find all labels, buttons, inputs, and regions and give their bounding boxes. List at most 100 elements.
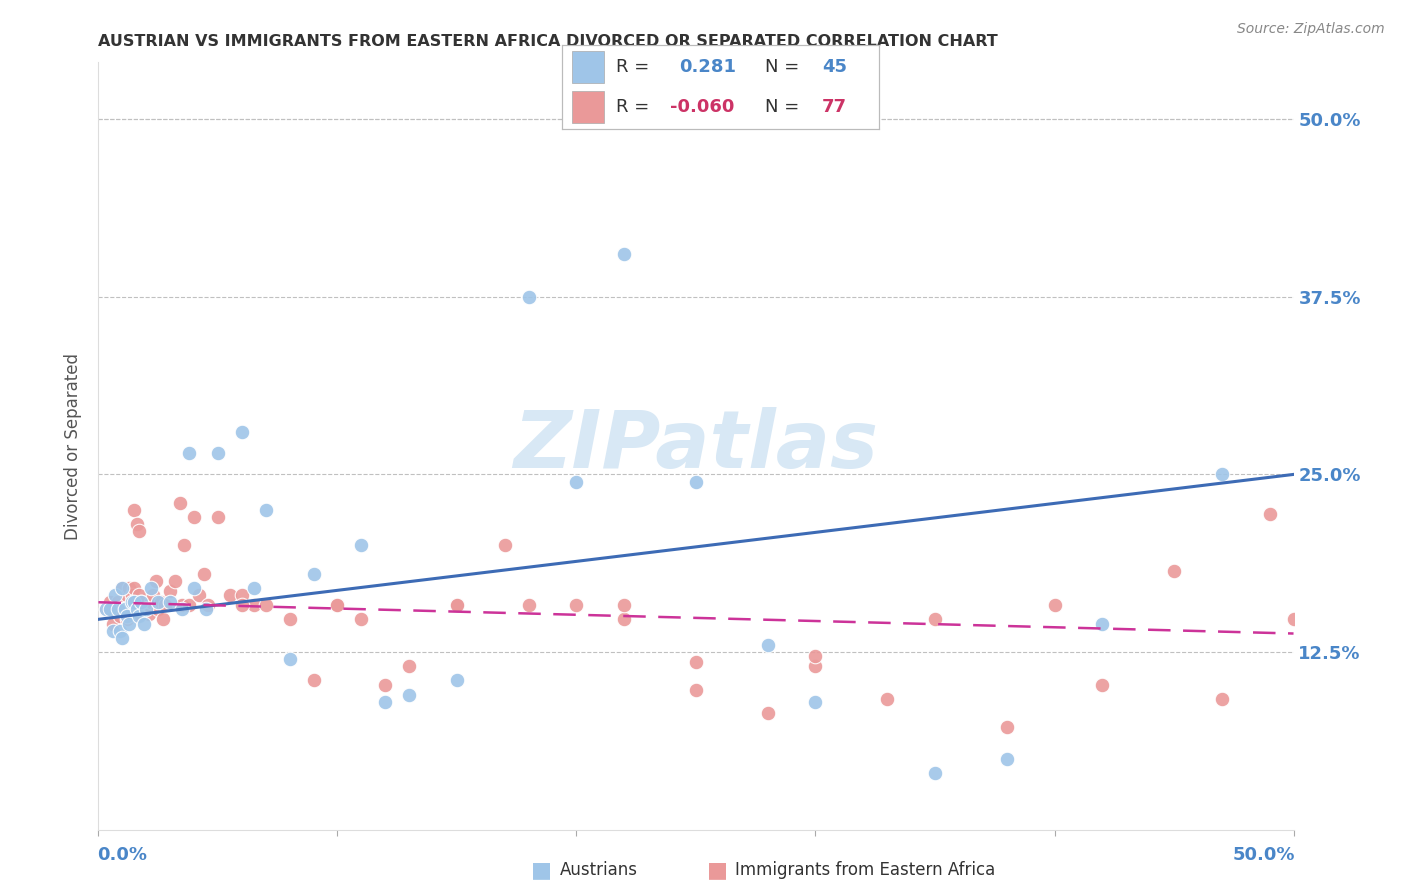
Point xyxy=(139,581,162,595)
Point xyxy=(135,602,157,616)
Point xyxy=(1043,598,1066,612)
Point xyxy=(565,475,588,489)
Text: Source: ZipAtlas.com: Source: ZipAtlas.com xyxy=(1237,22,1385,37)
Point xyxy=(155,598,177,612)
Point xyxy=(173,538,195,552)
Text: Austrians: Austrians xyxy=(560,861,637,879)
Point xyxy=(446,673,468,688)
Point xyxy=(613,612,636,626)
Point xyxy=(125,602,148,616)
Point xyxy=(374,678,396,692)
Point xyxy=(207,446,229,460)
Text: ZIPatlas: ZIPatlas xyxy=(513,407,879,485)
Point xyxy=(142,588,165,602)
Point xyxy=(135,602,157,616)
Text: 0.281: 0.281 xyxy=(679,58,737,76)
Y-axis label: Divorced or Separated: Divorced or Separated xyxy=(65,352,83,540)
Point xyxy=(131,595,153,609)
Point xyxy=(149,595,172,609)
Point xyxy=(139,595,162,609)
Point xyxy=(243,581,266,595)
Point xyxy=(148,595,170,609)
Point xyxy=(115,612,138,626)
Point xyxy=(98,602,122,616)
Point xyxy=(350,612,373,626)
Point xyxy=(195,602,218,616)
Point xyxy=(254,598,277,612)
Point xyxy=(118,616,141,631)
Point xyxy=(374,695,396,709)
Point xyxy=(326,598,349,612)
Point xyxy=(187,588,209,602)
Point xyxy=(243,598,266,612)
Point xyxy=(172,602,194,616)
Point xyxy=(207,510,229,524)
Point xyxy=(159,583,181,598)
Point xyxy=(613,247,636,261)
Point xyxy=(111,631,134,645)
Point xyxy=(685,655,707,669)
Point xyxy=(685,475,707,489)
Point xyxy=(924,765,946,780)
Point xyxy=(326,598,349,612)
Point xyxy=(756,706,779,720)
Point xyxy=(118,581,141,595)
Point xyxy=(302,566,325,581)
Point xyxy=(1282,612,1305,626)
Point xyxy=(132,602,155,616)
Point xyxy=(804,659,827,673)
Point xyxy=(398,688,420,702)
Point xyxy=(108,609,131,624)
Point xyxy=(111,602,134,616)
Point xyxy=(446,598,468,612)
Point xyxy=(1211,691,1233,706)
Point xyxy=(231,588,253,602)
Point xyxy=(94,602,117,616)
Point xyxy=(131,595,153,609)
Point xyxy=(302,673,325,688)
Text: R =: R = xyxy=(616,58,650,76)
Point xyxy=(107,595,129,609)
Point xyxy=(121,595,143,609)
Text: N =: N = xyxy=(765,58,799,76)
Bar xyxy=(572,51,603,83)
Point xyxy=(104,602,127,616)
Point xyxy=(94,602,117,616)
Point xyxy=(804,695,827,709)
Text: Immigrants from Eastern Africa: Immigrants from Eastern Africa xyxy=(735,861,995,879)
Point xyxy=(115,588,138,602)
Point xyxy=(193,566,215,581)
Point xyxy=(1091,616,1114,631)
Point xyxy=(1211,467,1233,482)
Point xyxy=(111,581,134,595)
Point xyxy=(124,595,146,609)
Point xyxy=(350,538,373,552)
Point xyxy=(995,751,1018,765)
Point xyxy=(125,517,148,532)
Point xyxy=(179,446,201,460)
Point xyxy=(398,659,420,673)
Point xyxy=(685,683,707,698)
Point xyxy=(97,602,120,616)
Point xyxy=(876,691,898,706)
Text: 77: 77 xyxy=(821,98,846,116)
Bar xyxy=(572,91,603,123)
Point xyxy=(1091,678,1114,692)
Point xyxy=(517,290,540,304)
Point xyxy=(108,624,131,638)
Point xyxy=(995,720,1018,734)
Point xyxy=(121,588,143,602)
Point xyxy=(494,538,516,552)
Point xyxy=(254,503,277,517)
Point xyxy=(121,595,143,609)
Point xyxy=(128,609,150,624)
Point xyxy=(278,652,301,666)
Point xyxy=(145,574,167,588)
Text: 0.0%: 0.0% xyxy=(97,847,148,864)
Text: 50.0%: 50.0% xyxy=(1232,847,1295,864)
Point xyxy=(231,425,253,439)
Point xyxy=(183,581,205,595)
Point xyxy=(114,602,136,616)
Text: ■: ■ xyxy=(531,860,551,880)
Point xyxy=(278,612,301,626)
